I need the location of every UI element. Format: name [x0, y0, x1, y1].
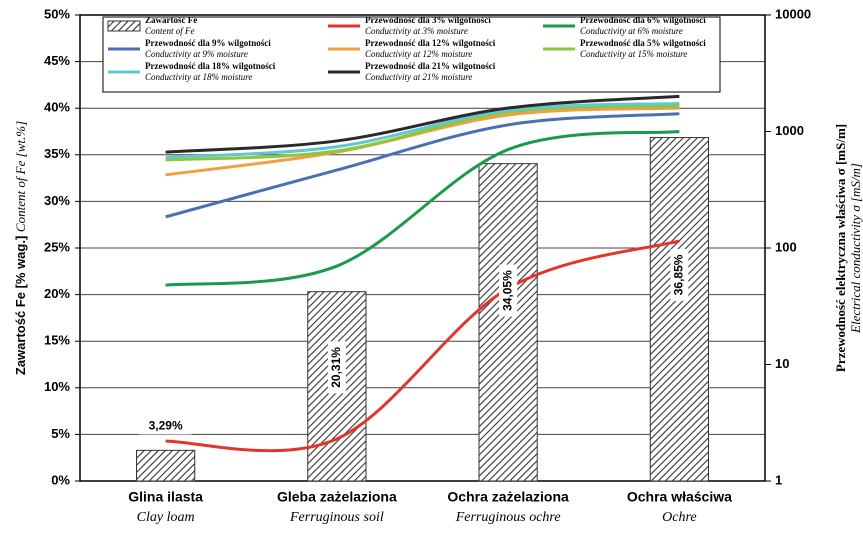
bar	[649, 137, 709, 482]
bar-label-group: 36,85%	[670, 248, 689, 301]
label-bg	[499, 264, 518, 317]
y-tick-label: 0%	[51, 472, 70, 487]
y-label: Zawartość Fe [% wag.]	[13, 236, 28, 375]
legend-label: Przewodność dla 21% wilgotności	[365, 61, 496, 71]
legend-label: Przewodność dla 3% wilgotności	[365, 15, 491, 25]
y-tick-label: 45%	[44, 53, 70, 68]
bar-value-label: 20,31%	[329, 347, 343, 388]
bar-value-label: 3,29%	[149, 419, 183, 433]
y-tick-label: 30%	[44, 193, 70, 208]
legend-swatch	[107, 20, 141, 32]
y2-label: Przewodność elektryczna właściwa σ [mS/m…	[833, 124, 848, 372]
y-tick-label: 20%	[44, 286, 70, 301]
y2-tick-label: 1000	[775, 123, 804, 138]
x-tick-label-en: Ferruginous ochre	[455, 510, 561, 525]
bar-value-label: 34,05%	[500, 270, 514, 311]
conductivity-line	[165, 104, 680, 162]
y2-tick-label: 10000	[775, 6, 811, 21]
y2-tick-label: 10	[775, 356, 789, 371]
legend-label: Przewodność dla 5% wilgotności	[580, 38, 706, 48]
legend-label-en: Conductivity at 15% moisture	[580, 49, 687, 59]
y-tick-label: 40%	[44, 100, 70, 115]
conductivity-line	[165, 130, 680, 287]
y2-axis-label-en: Electrical conductivity σ [mS/m]	[848, 163, 863, 334]
x-tick-label: Ochra właściwa	[627, 489, 732, 505]
legend-label-en: Conductivity at 21% moisture	[365, 72, 472, 82]
legend-label-en: Content of Fe	[145, 26, 195, 36]
legend-box	[102, 16, 721, 93]
legend-label: Przewodność dla 9% wilgotności	[145, 38, 271, 48]
legend-label-en: Conductivity at 3% moisture	[365, 26, 468, 36]
y-tick-label: 35%	[44, 146, 70, 161]
y2-tick-label: 1	[775, 472, 782, 487]
legend-label: Przewodność dla 12% wilgotności	[365, 38, 496, 48]
bar	[136, 449, 196, 482]
y-tick-label: 25%	[44, 239, 70, 254]
y-label-en: Content of Fe [wt.%]	[13, 121, 28, 232]
bar	[478, 163, 538, 482]
x-tick-label-en: Ochre	[662, 510, 696, 525]
bar-value-label: 36,85%	[672, 254, 686, 295]
y2-label-en: Electrical conductivity σ [mS/m]	[848, 163, 863, 334]
y-tick-label: 50%	[44, 6, 70, 21]
y-axis-label: Zawartość Fe [% wag.] Content of Fe [wt.…	[13, 121, 28, 375]
bar-label-group: 20,31%	[327, 341, 346, 394]
x-tick-label-en: Clay loam	[137, 510, 195, 525]
conductivity-line	[165, 239, 680, 453]
x-tick-label: Gleba zażelaziona	[277, 489, 397, 505]
label-bg	[139, 418, 192, 435]
label-bg	[670, 248, 689, 301]
legend-label-en: Conductivity at 12% moisture	[365, 49, 472, 59]
bar-label-group: 34,05%	[499, 264, 518, 317]
x-tick-label: Glina ilasta	[128, 489, 203, 505]
y-tick-label: 10%	[44, 379, 70, 394]
legend-label: Przewodność dla 6% wilgotności	[580, 15, 706, 25]
conductivity-line	[165, 94, 680, 154]
x-tick-label-en: Ferruginous soil	[289, 510, 384, 525]
label-bg	[327, 341, 346, 394]
legend-label: Zawartość Fe	[145, 15, 197, 25]
legend-label: Przewodność dla 18% wilgotności	[145, 61, 276, 71]
y2-tick-label: 100	[775, 239, 797, 254]
legend-label-en: Conductivity at 18% moisture	[145, 72, 252, 82]
legend-label-en: Conductivity at 9% moisture	[145, 49, 248, 59]
y-tick-label: 15%	[44, 333, 70, 348]
legend-label-en: Conductivity at 6% moisture	[580, 26, 683, 36]
y2-axis-label: Przewodność elektryczna właściwa σ [mS/m…	[833, 124, 848, 372]
conductivity-line	[165, 101, 680, 159]
y-tick-label: 5%	[51, 426, 70, 441]
plot-frame	[79, 14, 766, 482]
x-tick-label: Ochra zażelaziona	[447, 489, 569, 505]
conductivity-line	[165, 112, 680, 219]
